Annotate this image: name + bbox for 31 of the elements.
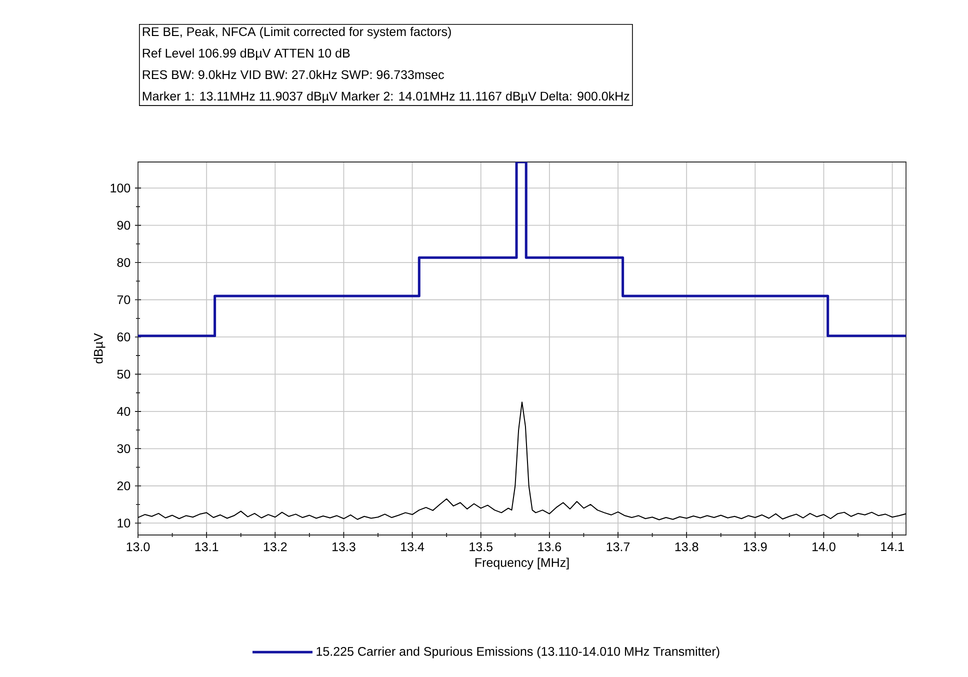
x-tick-label: 13.9	[744, 542, 767, 552]
x-tick-label: 14.1	[881, 542, 904, 551]
text: RES BW: 9.0kHz VID BW: 27.0kHz SWP: 96.733msec	[142, 70, 444, 80]
x-tick-label: 14.0	[812, 542, 836, 552]
x-tick-label: 13.0	[126, 542, 150, 552]
x-tick-label: 13.2	[264, 542, 287, 552]
y-tick-label: 70	[117, 295, 130, 304]
y-tick-label: 60	[117, 332, 130, 342]
y-tick-label: 40	[117, 407, 130, 416]
y-axis-title: dBµV	[94, 333, 106, 364]
text: RE BE, Peak, NFCA (Limit corrected for system factors)	[142, 26, 451, 39]
line-series	[138, 162, 906, 338]
x-tick-label: 13.6	[538, 542, 562, 552]
x-tick-label: 13.8	[675, 542, 698, 552]
y-tick-label: 80	[117, 258, 130, 267]
text: Ref Level 106.99 dBµV ATTEN 10 dB	[142, 48, 350, 60]
y-tick-label: 20	[117, 481, 130, 490]
line-series	[138, 402, 906, 520]
legend-label: 15.225 Carrier and Spurious Emissions (13.110-14.010 MHz Transmitter)	[316, 646, 720, 658]
x-tick-label: 13.1	[195, 542, 218, 552]
x-tick-label: 13.3	[332, 542, 356, 552]
y-tick-label: 90	[117, 220, 130, 230]
y-tick-label: 100	[110, 184, 130, 192]
y-tick-label: 10	[118, 518, 130, 528]
x-axis-title: Frequency [MHz]	[475, 558, 569, 570]
x-tick-label: 13.5	[470, 542, 493, 552]
y-tick-label: 30	[117, 444, 130, 454]
text: Marker 1: 13.11MHz 11.9037 dBµV Marker 2: 14.01MHz 11.1167 dBµV Delta: 900.0kHz	[142, 91, 630, 104]
x-tick-label: 13.7	[606, 542, 630, 552]
y-tick-label: 50	[117, 370, 130, 379]
x-tick-label: 13.4	[401, 542, 424, 552]
